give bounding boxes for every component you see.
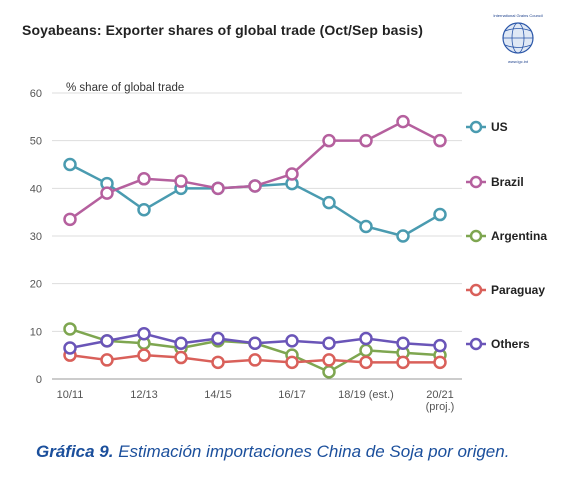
legend-marker-us bbox=[469, 120, 483, 134]
data-point-others-3 bbox=[174, 336, 188, 350]
logo-text-top: International Grains Council bbox=[493, 13, 542, 18]
igc-logo: International Grains Council www.igc.int bbox=[493, 13, 542, 64]
data-point-others-8 bbox=[359, 331, 373, 346]
y-tick-label: 10 bbox=[30, 326, 42, 338]
legend-item-argentina: Argentina bbox=[466, 229, 547, 243]
legend-label-others: Others bbox=[491, 337, 530, 351]
legend-marker-paraguay bbox=[469, 283, 483, 297]
legend-label-brazil: Brazil bbox=[491, 175, 524, 189]
series-line-us bbox=[69, 163, 441, 238]
data-point-brazil-1 bbox=[100, 186, 114, 200]
series-others bbox=[63, 326, 447, 355]
y-tick-label: 40 bbox=[30, 183, 42, 195]
data-point-argentina-7 bbox=[322, 365, 336, 379]
x-tick-label-line: 14/15 bbox=[204, 389, 232, 401]
x-tick-label-line: 10/11 bbox=[57, 389, 84, 401]
data-point-argentina-8 bbox=[359, 343, 373, 358]
x-tick-label-line: 16/17 bbox=[278, 389, 306, 401]
legend-marker-brazil bbox=[469, 175, 483, 189]
data-point-others-7 bbox=[322, 336, 336, 350]
data-point-others-6 bbox=[285, 334, 299, 348]
data-point-brazil-6 bbox=[285, 167, 299, 181]
y-tick-label: 30 bbox=[30, 231, 42, 243]
data-point-brazil-4 bbox=[211, 181, 225, 196]
series-line-brazil bbox=[69, 120, 441, 221]
data-point-paraguay-7 bbox=[322, 353, 336, 367]
legend-item-paraguay: Paraguay bbox=[466, 283, 545, 297]
data-point-brazil-0 bbox=[63, 212, 77, 227]
data-point-others-4 bbox=[211, 331, 225, 346]
data-point-brazil-2 bbox=[137, 172, 151, 186]
data-point-paraguay-10 bbox=[433, 355, 447, 370]
data-point-us-8 bbox=[359, 219, 373, 234]
data-point-others-5 bbox=[248, 336, 262, 350]
data-point-paraguay-4 bbox=[211, 355, 225, 370]
series-lines bbox=[63, 114, 447, 379]
data-point-others-10 bbox=[433, 338, 447, 353]
x-tick-label-line: 20/21 bbox=[426, 389, 454, 401]
legend-item-brazil: Brazil bbox=[466, 175, 524, 189]
line-chart: % share of global trade 0 10 20 30 40 50 60 10… bbox=[30, 82, 548, 413]
data-point-argentina-0 bbox=[63, 322, 77, 336]
x-tick-label: 16/17 bbox=[278, 389, 306, 401]
x-tick-label-line: 18/19 (est.) bbox=[338, 389, 394, 401]
data-point-paraguay-8 bbox=[359, 355, 373, 370]
legend-marker-others bbox=[469, 337, 483, 351]
caption-text: Estimación importaciones China de Soja p… bbox=[113, 442, 510, 461]
data-point-brazil-7 bbox=[322, 133, 336, 148]
y-tick-label: 60 bbox=[30, 88, 42, 100]
data-point-brazil-9 bbox=[396, 114, 410, 129]
caption-label: Gráfica 9. bbox=[36, 442, 114, 461]
data-point-paraguay-6 bbox=[285, 355, 299, 370]
x-tick-label: 14/15 bbox=[204, 389, 232, 401]
y-tick-label: 20 bbox=[30, 279, 42, 291]
data-point-paraguay-1 bbox=[100, 353, 114, 367]
data-point-brazil-10 bbox=[433, 133, 447, 148]
series-us bbox=[63, 157, 447, 243]
y-tick-label: 50 bbox=[30, 136, 42, 148]
data-point-us-2 bbox=[137, 203, 151, 217]
legend-item-us: US bbox=[466, 120, 508, 134]
x-tick-label-line: (proj.) bbox=[426, 401, 455, 413]
data-point-us-9 bbox=[396, 229, 410, 243]
x-tick-label-line: 12/13 bbox=[130, 389, 158, 401]
logo-text-bottom: www.igc.int bbox=[508, 59, 529, 64]
x-tick-label: 20/21 (proj.) bbox=[426, 389, 455, 413]
data-point-us-10 bbox=[433, 207, 447, 222]
x-tick-label: 12/13 bbox=[130, 389, 158, 401]
x-tick-label: 18/19 (est.) bbox=[338, 389, 394, 401]
data-point-others-2 bbox=[137, 326, 151, 341]
data-point-us-0 bbox=[63, 157, 77, 172]
data-point-others-9 bbox=[396, 336, 410, 350]
x-axis-ticks: 10/11 12/13 14/15 16/17 18/19 (est.) 20/21 (pr… bbox=[57, 389, 455, 413]
figure-caption: Gráfica 9. Estimación importaciones Chin… bbox=[36, 442, 509, 462]
y-axis-ticks: 0 10 20 30 40 50 60 bbox=[30, 88, 42, 386]
chart-title: Soyabeans: Exporter shares of global tra… bbox=[22, 22, 424, 38]
data-point-us-7 bbox=[322, 195, 336, 210]
data-point-paraguay-9 bbox=[396, 355, 410, 370]
data-point-paraguay-5 bbox=[248, 353, 262, 367]
legend: US Brazil Argentina Paraguay Others bbox=[466, 120, 547, 351]
legend-item-others: Others bbox=[466, 337, 530, 351]
series-paraguay bbox=[63, 348, 447, 370]
legend-label-paraguay: Paraguay bbox=[491, 283, 545, 297]
series-brazil bbox=[63, 114, 447, 227]
data-point-paraguay-3 bbox=[174, 350, 188, 365]
legend-label-us: US bbox=[491, 120, 508, 134]
y-axis-label: % share of global trade bbox=[66, 82, 184, 94]
data-point-others-0 bbox=[63, 341, 77, 355]
data-point-brazil-8 bbox=[359, 133, 373, 148]
legend-marker-argentina bbox=[469, 229, 483, 243]
data-point-others-1 bbox=[100, 334, 114, 348]
x-tick-label: 10/11 bbox=[57, 389, 84, 401]
y-tick-label: 0 bbox=[36, 374, 42, 386]
data-point-brazil-5 bbox=[248, 179, 262, 193]
data-point-paraguay-2 bbox=[137, 348, 151, 362]
data-point-brazil-3 bbox=[174, 174, 188, 188]
legend-label-argentina: Argentina bbox=[491, 229, 547, 243]
